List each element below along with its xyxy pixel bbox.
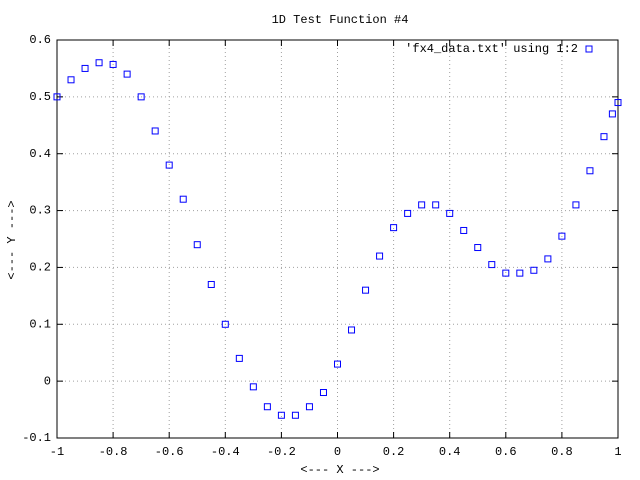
point (376, 252, 384, 260)
point (362, 286, 370, 294)
point (460, 226, 468, 234)
y-tick-label: 0 (44, 374, 51, 388)
legend-label: 'fx4_data.txt' using 1:2 (405, 42, 578, 56)
point (235, 354, 243, 362)
point (502, 269, 510, 277)
plot-border (56, 39, 619, 439)
point (249, 383, 257, 391)
x-axis-label: <--- X ---> (300, 463, 379, 477)
point (432, 201, 440, 209)
point (193, 241, 201, 249)
x-tick-label: 0 (334, 445, 341, 459)
point (137, 93, 145, 101)
point (530, 266, 538, 274)
point (390, 224, 398, 232)
y-tick-label: 0.3 (29, 204, 51, 218)
point (586, 167, 594, 175)
point (95, 59, 103, 67)
x-tick-label: -0.8 (99, 445, 128, 459)
point (348, 326, 356, 334)
y-tick-label: -0.1 (22, 431, 51, 445)
y-tick-label: 0.4 (29, 147, 51, 161)
point (123, 70, 131, 78)
point (305, 403, 313, 411)
point (81, 64, 89, 72)
x-tick-label: 1 (614, 445, 621, 459)
x-tick-label: -0.4 (211, 445, 240, 459)
point (608, 110, 616, 118)
x-tick-label: -1 (50, 445, 64, 459)
point (67, 76, 75, 84)
point (572, 201, 580, 209)
y-tick-label: 0.6 (29, 33, 51, 47)
point (334, 360, 341, 368)
point (474, 244, 482, 252)
point (600, 133, 608, 141)
point (418, 201, 426, 209)
x-tick-label: -0.2 (267, 445, 296, 459)
point (614, 99, 622, 107)
point (207, 280, 215, 288)
legend-marker (585, 45, 593, 53)
point (319, 389, 327, 397)
point (516, 269, 524, 277)
x-tick-label: 0.8 (551, 445, 573, 459)
point (165, 161, 173, 169)
chart-title: 1D Test Function #4 (272, 13, 409, 27)
point (53, 93, 61, 101)
point (446, 209, 454, 217)
point (179, 195, 187, 203)
point (404, 209, 412, 217)
x-tick-label: 0.2 (383, 445, 405, 459)
point (263, 403, 271, 411)
point (544, 255, 552, 263)
y-tick-label: 0.1 (29, 317, 51, 331)
y-axis-label: <--- Y ---> (5, 200, 19, 279)
point (109, 60, 117, 68)
point (151, 127, 159, 135)
point (277, 411, 285, 419)
point (291, 411, 299, 419)
point (558, 232, 566, 240)
x-tick-label: 0.6 (495, 445, 517, 459)
x-tick-label: -0.6 (155, 445, 184, 459)
y-tick-label: 0.2 (29, 261, 51, 275)
x-tick-label: 0.4 (439, 445, 461, 459)
y-tick-label: 0.5 (29, 90, 51, 104)
point (488, 261, 496, 269)
point (221, 320, 229, 328)
